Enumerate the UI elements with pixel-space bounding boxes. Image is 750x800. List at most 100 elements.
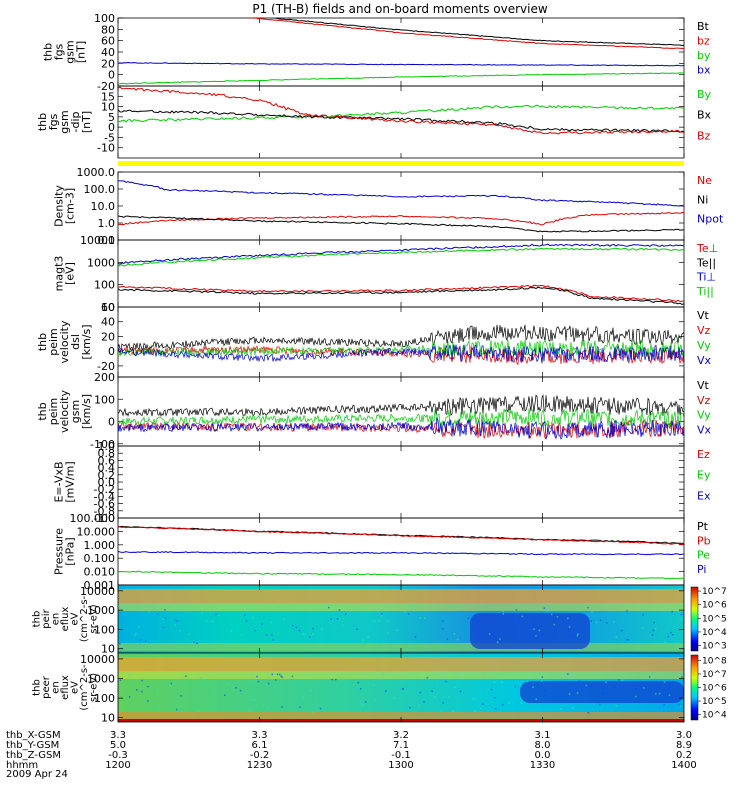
spectrogram-pixel — [514, 685, 517, 688]
spectrogram-pixel — [224, 694, 226, 696]
spectrogram-pixel — [157, 707, 160, 710]
spectrogram-pixel — [413, 605, 415, 607]
spectrogram-pixel — [185, 675, 187, 677]
spectrogram-pixel — [387, 619, 389, 622]
spectrogram-pixel — [567, 617, 569, 620]
spectrogram-pixel — [170, 682, 172, 685]
spectrogram-pixel — [532, 686, 534, 688]
y-axis-label-line: thb — [36, 113, 49, 131]
spectrogram-pixel — [281, 676, 283, 679]
y-axis-label-line: velocity — [58, 320, 71, 363]
series-line-by — [118, 72, 684, 85]
legend-entry: Pi — [697, 563, 706, 576]
y-axis-label-line: [nT] — [75, 41, 88, 63]
colorbar — [690, 586, 699, 652]
spectrogram-pixel — [452, 710, 454, 713]
spectrogram-pixel — [535, 698, 537, 701]
x-tick-label: 7.1 — [393, 740, 409, 751]
spectrogram-pixel — [490, 630, 492, 632]
spectrogram-pixel — [196, 642, 198, 645]
spectrogram-pixel — [493, 681, 496, 683]
y-tick-label: 0.4 — [98, 462, 116, 475]
y-axis-label-line: [nT] — [80, 111, 93, 133]
spectrogram-pixel — [568, 628, 570, 631]
spectrogram-pixel — [239, 689, 242, 692]
y-tick-label: 20 — [101, 330, 115, 343]
y-axis-label-line: -dip — [69, 111, 82, 132]
spectrogram-pixel — [502, 703, 504, 706]
spectrogram-pixel — [276, 633, 279, 635]
series-line-Vx — [118, 344, 684, 363]
spectrogram-pixel — [553, 623, 555, 626]
spectrogram-pixel — [291, 675, 294, 678]
y-axis-label-line: sr-eV) — [89, 604, 100, 633]
spectrogram-pixel — [404, 610, 407, 613]
spectrogram-pixel — [387, 632, 389, 634]
spectrogram-pixel — [635, 688, 638, 690]
spectrogram-pixel — [308, 636, 311, 638]
spectrogram-pixel — [556, 615, 559, 618]
spectrogram-pixel — [445, 680, 447, 683]
y-axis-label-line: peim — [47, 328, 60, 356]
y-tick-label: 10 — [101, 643, 115, 656]
spectrogram-pixel — [240, 634, 243, 636]
spectrogram-pixel — [459, 690, 462, 693]
x-tick-label: 0.2 — [676, 750, 692, 761]
series-line-Bx — [118, 109, 684, 133]
spectrogram-pixel — [642, 613, 644, 616]
spectrogram-pixel — [336, 617, 339, 620]
spectrogram-pixel — [546, 610, 549, 613]
y-tick-label: -5 — [104, 131, 115, 144]
y-tick-label: -0.6 — [94, 498, 115, 511]
spectrogram-pixel — [520, 702, 523, 705]
y-tick-label: 10 — [101, 301, 115, 314]
spectrogram-pixel — [681, 618, 683, 620]
series-line-bx — [118, 61, 684, 67]
y-tick-label: 20 — [101, 57, 115, 70]
spectrogram-pixel — [655, 693, 657, 695]
spectrogram-pixel — [494, 697, 496, 699]
spectrogram-pixel — [680, 613, 683, 616]
spectrogram-pixel — [615, 636, 618, 638]
y-axis-label-line: magt3 — [53, 256, 66, 292]
spectrogram-pixel — [456, 638, 459, 641]
series-line-Npot — [118, 180, 684, 207]
x-tick-label: 6.1 — [252, 740, 268, 751]
x-tick-label: 1300 — [388, 760, 413, 771]
y-axis-label-line: eflux — [60, 675, 71, 700]
legend-entry: Ex — [697, 489, 711, 502]
spectrogram-pixel — [299, 706, 301, 708]
spectrogram-pixel — [658, 692, 661, 695]
y-tick-label: 1000.0 — [77, 166, 116, 179]
spectrogram-pixel — [663, 681, 666, 683]
spectrogram-pixel — [302, 633, 305, 635]
spectrogram-pixel — [270, 621, 272, 624]
spectrogram-pixel — [327, 606, 330, 609]
y-tick-label: -10 — [97, 142, 115, 155]
spectrogram-pixel — [581, 675, 584, 677]
spectrogram-pixel — [147, 700, 149, 702]
series-line-bz — [247, 18, 684, 50]
x-tick-label: -0.3 — [108, 750, 128, 761]
spectrogram-pixel — [281, 706, 283, 708]
y-tick-label: 0.8 — [98, 447, 116, 460]
y-tick-label: 1000 — [87, 672, 115, 685]
spectrogram-pixel — [423, 701, 425, 703]
spectrogram-pixel — [174, 619, 177, 621]
series-line-Ti|| — [118, 247, 684, 268]
y-tick-label: 1.0 — [98, 440, 116, 453]
spectrogram-pixel — [515, 609, 518, 611]
y-tick-label: 100 — [94, 12, 115, 25]
y-tick-label: 100 — [94, 393, 115, 406]
spectrogram-pixel — [606, 622, 608, 624]
y-axis-label-line: velocity — [58, 390, 71, 433]
legend-entry: Bx — [697, 109, 712, 122]
spectrogram-pixel — [271, 673, 274, 676]
legend-entry: Vx — [697, 423, 712, 436]
y-tick-label: 0.100 — [84, 552, 116, 565]
y-tick-label: 100 — [94, 692, 115, 705]
y-tick-label: 40 — [101, 316, 115, 329]
spectrogram-pixel — [267, 706, 270, 709]
y-tick-label: 1.000 — [84, 539, 116, 552]
legend-entry: Ne — [697, 174, 712, 187]
